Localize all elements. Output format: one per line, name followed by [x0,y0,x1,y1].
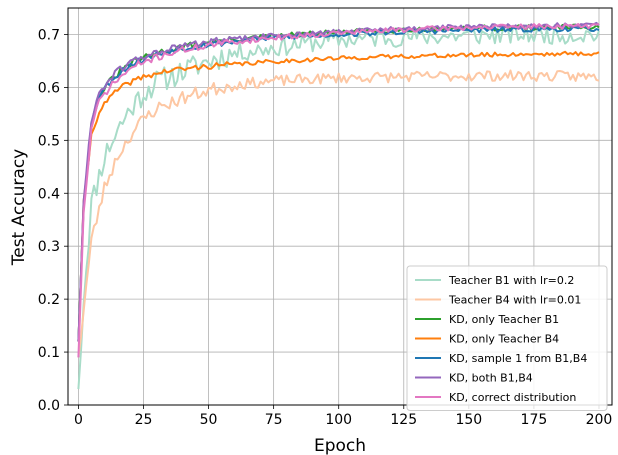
x-tick-label: 25 [135,412,153,428]
plot-frame [67,7,613,406]
x-tick-label: 150 [455,412,482,428]
x-tick-label: 50 [200,412,218,428]
series-line [77,50,600,342]
y-tick-label: 0.3 [38,239,60,255]
series-line [77,69,600,358]
x-tick-label: 100 [325,412,352,428]
series-lines [77,21,600,390]
axis-ticks: 0 25 50 75 100 125 150 175 200 0.0 0.1 0.2 0.3 0.4 0.5… [38,27,613,428]
legend-label: KD, only Teacher B1 [449,313,559,326]
x-tick-label: 175 [521,412,548,428]
legend-label: Teacher B4 with lr=0.01 [448,294,581,307]
x-tick-label: 125 [390,412,417,428]
legend-label: KD, correct distribution [449,391,576,404]
legend-label: KD, both B1,B4 [449,372,533,385]
y-tick-label: 0.6 [38,80,60,96]
legend: Teacher B1 with lr=0.2 Teacher B4 with lr… [406,265,608,411]
series-line [77,22,600,358]
legend-label: KD, sample 1 from B1,B4 [449,352,587,365]
series-line [77,24,600,390]
x-tick-label: 200 [586,412,613,428]
y-tick-label: 0.1 [38,345,60,361]
x-axis-title: Epoch [314,436,366,455]
legend-label: KD, only Teacher B4 [449,333,559,346]
x-tick-label: 75 [265,412,283,428]
y-axis-title: Test Accuracy [9,149,29,267]
y-tick-label: 0.0 [38,398,60,414]
y-tick-label: 0.5 [38,133,60,149]
y-tick-label: 0.4 [38,186,60,202]
y-tick-label: 0.2 [38,292,60,308]
x-tick-label: 0 [74,412,83,428]
legend-label: Teacher B1 with lr=0.2 [448,274,574,287]
legend-box [406,265,608,411]
y-tick-label: 0.7 [38,27,60,43]
